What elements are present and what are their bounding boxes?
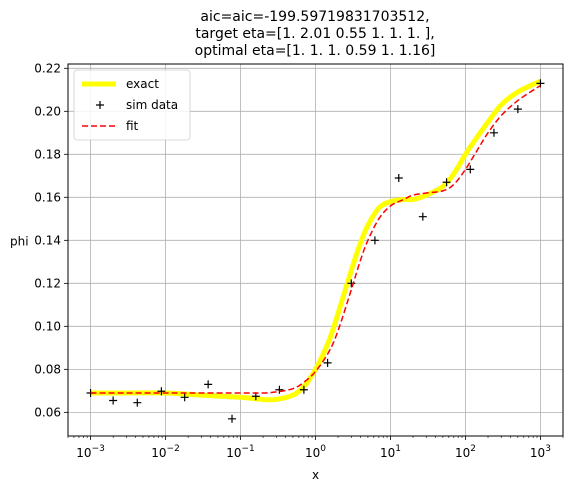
legend-sim-data-marker [96, 101, 104, 109]
sim-data-point [228, 414, 237, 423]
sim-data-point [204, 380, 213, 389]
legend-label: fit [126, 119, 139, 133]
x-tick-label: 101 [380, 444, 401, 460]
sim-data-point [157, 387, 166, 396]
chart-title: aic=aic=-199.59719831703512, target eta=… [195, 9, 436, 59]
x-tick-label: 100 [305, 444, 326, 460]
sim-data-point [275, 385, 284, 394]
x-axis-label: x [312, 468, 319, 482]
y-axis-ticks: 0.06 0.08 0.10 0.12 0.14 0.16 0.18 0.20 0.22 [34, 61, 68, 419]
y-tick-label: 0.16 [34, 190, 61, 204]
sim-data-point [466, 165, 475, 174]
legend-box [73, 69, 191, 141]
sim-data-point [418, 212, 427, 221]
sim-data-point [513, 105, 522, 114]
y-tick-label: 0.22 [34, 61, 61, 75]
grid [68, 64, 563, 436]
y-tick-label: 0.10 [34, 319, 61, 333]
chart-title-line-3: optimal eta=[1. 1. 1. 0.59 1. 1.16] [195, 43, 436, 59]
chart-title-line-2: target eta=[1. 2.01 0.55 1. 1. 1. ], [195, 26, 434, 42]
legend: exact sim data fit [73, 69, 191, 141]
y-tick-label: 0.08 [34, 362, 61, 376]
x-tick-label: 10−1 [226, 444, 255, 460]
sim-data-point [180, 393, 189, 402]
y-axis-label: phi [10, 234, 29, 248]
fit-series-line [90, 84, 541, 394]
sim-data-point [299, 385, 308, 394]
y-tick-label: 0.18 [34, 147, 61, 161]
y-tick-label: 0.20 [34, 104, 61, 118]
x-axis-ticks: 10−3 10−2 10−1 100 101 102 103 [67, 436, 564, 460]
y-tick-label: 0.12 [34, 276, 61, 290]
sim-data-point [442, 178, 451, 187]
legend-label: exact [126, 77, 159, 91]
y-tick-label: 0.06 [34, 405, 61, 419]
sim-data-point [133, 398, 142, 407]
chart-title-line-1: aic=aic=-199.59719831703512, [200, 9, 429, 25]
sim-data-point [394, 173, 403, 182]
plot-series [86, 78, 545, 423]
x-tick-label: 102 [455, 444, 476, 460]
sim-data-point [109, 396, 118, 405]
x-tick-label: 10−2 [151, 444, 180, 460]
exact-series-line [90, 78, 542, 403]
legend-label: sim data [126, 98, 178, 112]
sim-data-point [489, 128, 498, 137]
sim-data-point [370, 236, 379, 245]
x-tick-label: 10−3 [76, 444, 105, 460]
x-tick-label: 103 [530, 444, 551, 460]
y-tick-label: 0.14 [34, 233, 61, 247]
sim-data-point [323, 358, 332, 367]
